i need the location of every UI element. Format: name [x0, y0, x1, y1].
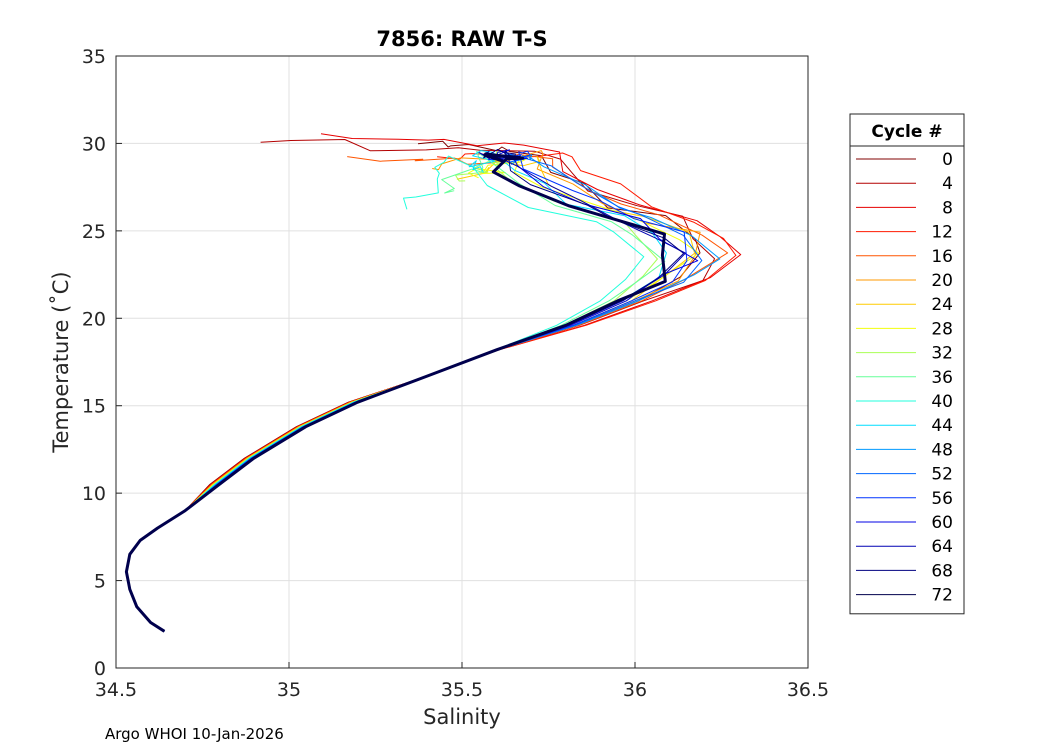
y-tick-label: 5: [94, 571, 106, 593]
x-tick-label: 36.5: [787, 679, 829, 701]
legend-label-16: 16: [931, 247, 953, 267]
legend-label-44: 44: [931, 416, 953, 436]
footer-text: Argo WHOI 10-Jan-2026: [105, 725, 284, 743]
series-line-cycle-56: [125, 150, 688, 632]
y-tick-label: 25: [82, 221, 106, 243]
legend-label-20: 20: [931, 271, 953, 291]
series-line-cycle-64: [125, 150, 686, 632]
y-tick-label: 35: [82, 46, 106, 68]
y-tick-label: 10: [82, 483, 106, 505]
chart-title: 7856: RAW T-S: [376, 27, 547, 51]
series-line-cycle-68: [125, 149, 685, 632]
legend-label-56: 56: [931, 489, 953, 509]
legend-box: [849, 113, 965, 615]
series-line-cycle-36: [125, 150, 666, 632]
y-axis-label: Temperature (˚C): [49, 271, 73, 453]
legend-label-0: 0: [942, 150, 953, 170]
legend-title: Cycle #: [871, 122, 942, 142]
x-axis-label: Salinity: [423, 705, 501, 729]
series-line-cycle-24: [125, 155, 696, 632]
y-tick-label: 20: [82, 308, 106, 330]
axes-box: [115, 55, 809, 669]
series-line-cycle-32: [125, 151, 658, 632]
series-line-cycle-40: [125, 155, 645, 632]
legend-label-36: 36: [931, 368, 953, 388]
series-line-cycle-28: [125, 158, 700, 632]
series-line-cycle-0: [125, 140, 701, 632]
series-line-cycle-44: [125, 150, 667, 632]
x-tick-label: 35: [277, 679, 301, 701]
series-line-cycle-20: [125, 150, 701, 632]
legend-label-24: 24: [931, 295, 953, 315]
series-line-cycle-72: [124, 152, 667, 633]
legend-label-40: 40: [931, 392, 953, 412]
x-tick-label: 34.5: [95, 679, 137, 701]
x-tick-label: 36: [623, 679, 647, 701]
legend-label-72: 72: [931, 586, 953, 606]
legend-label-32: 32: [931, 344, 953, 364]
legend-label-48: 48: [931, 440, 953, 460]
plot-area: [124, 133, 742, 633]
legend-label-64: 64: [931, 537, 953, 557]
legend-label-28: 28: [931, 319, 953, 339]
x-tick-label: 35.5: [441, 679, 483, 701]
legend-label-4: 4: [942, 174, 953, 194]
legend-label-8: 8: [942, 198, 953, 218]
legend: Cycle #048121620242832364044485256606468…: [849, 113, 965, 615]
legend-label-68: 68: [931, 561, 953, 581]
y-tick-label: 15: [82, 396, 106, 418]
legend-label-52: 52: [931, 465, 953, 485]
y-tick-label: 0: [94, 658, 106, 680]
y-tick-label: 30: [82, 133, 106, 155]
legend-label-60: 60: [931, 513, 953, 533]
legend-label-12: 12: [931, 223, 953, 243]
axes: 34.5 35 35.5 36 36.5 0 5 10 15 20 25 30 35: [82, 46, 829, 701]
series-line-cycle-12: [125, 152, 737, 632]
